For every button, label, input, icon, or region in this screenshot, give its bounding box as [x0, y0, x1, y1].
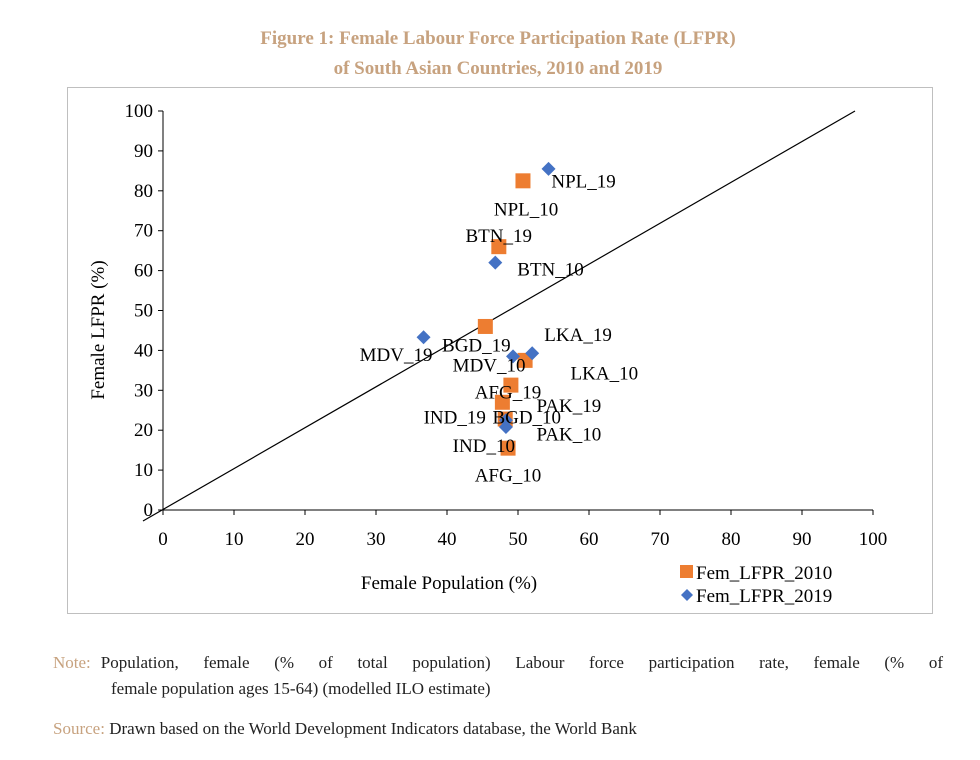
legend-label: Fem_LFPR_2019: [696, 586, 832, 607]
marker-2010-point: [494, 394, 510, 410]
note-text-line2: female population ages 15-64) (modelled …: [111, 679, 491, 698]
y-axis-title: Female LFPR (%): [88, 260, 109, 399]
marker-2019-point: [506, 349, 521, 364]
point-label: BTN_19: [465, 226, 531, 247]
point-label: MDV_10: [453, 356, 526, 377]
y-tick-label: 10: [134, 460, 153, 481]
point-label: IND_10: [453, 436, 515, 457]
y-tick-label: 80: [134, 181, 153, 202]
marker-2010-point: [500, 440, 516, 456]
point-label: LKA_19: [544, 325, 612, 346]
marker-2019-point: [498, 420, 513, 435]
point-label: AFG_19: [475, 383, 542, 404]
axes-layer: 0 10 20 30 40 50 60 70 80 90 100 0 10 20 30 40 50 60 70 80 9…: [88, 101, 887, 594]
y-tick-label: 20: [134, 420, 153, 441]
marker-2019-point: [525, 346, 540, 361]
y-tick-label: 70: [134, 221, 153, 242]
x-tick-label: 60: [580, 529, 599, 550]
chart-frame: [67, 87, 933, 614]
y-tick-label: 30: [134, 380, 153, 401]
x-tick-label: 30: [367, 529, 386, 550]
reference-line-45deg: [142, 110, 856, 522]
point-label: MDV_19: [360, 345, 433, 366]
note-label: Note:: [53, 653, 91, 672]
y-tick-label: 100: [125, 101, 154, 122]
marker-2010-point: [491, 239, 507, 255]
point-label: IND_19: [424, 407, 486, 428]
x-tick-label: 40: [438, 529, 457, 550]
marker-2010-point: [477, 318, 493, 334]
marker-layer: [416, 161, 556, 456]
x-axis-title: Female Population (%): [361, 573, 537, 594]
point-label: BGD_19: [442, 336, 511, 357]
x-tick-label: 70: [651, 529, 670, 550]
point-label: BGD_10: [492, 407, 561, 428]
legend-marker-2010: [680, 565, 693, 578]
point-label: PAK_10: [536, 425, 601, 446]
figure-title: Figure 1: Female Labour Force Participat…: [0, 24, 980, 84]
note-text-line1: Population, female (% of total populatio…: [100, 653, 943, 672]
figure-title-line1: Figure 1: Female Labour Force Participat…: [260, 28, 736, 49]
note-block: Note: Population, female (% of total pop…: [53, 650, 943, 702]
x-tick-label: 80: [722, 529, 741, 550]
point-label: AFG_10: [475, 466, 542, 487]
y-tick-label: 90: [134, 141, 153, 162]
x-tick-label: 90: [793, 529, 812, 550]
y-tick-label: 40: [134, 340, 153, 361]
marker-2019-point: [488, 255, 503, 270]
y-tick-label: 60: [134, 261, 153, 282]
source-block: Source: Drawn based on the World Develop…: [53, 716, 943, 742]
point-label: NPL_19: [551, 172, 615, 193]
x-tick-label: 50: [509, 529, 528, 550]
y-tick-label: 0: [144, 500, 154, 521]
marker-2019-point: [416, 330, 431, 345]
x-tick-label: 0: [158, 529, 168, 550]
figure-title-line2: of South Asian Countries, 2010 and 2019: [333, 58, 663, 79]
marker-2019-point: [541, 161, 556, 176]
source-text: Drawn based on the World Development Ind…: [109, 719, 637, 738]
point-label: PAK_19: [536, 396, 601, 417]
x-tick-label: 20: [296, 529, 315, 550]
note-line1: Note: Population, female (% of total pop…: [53, 650, 943, 676]
annotation-layer: NPL_19NPL_10BTN_19BTN_10LKA_19BGD_19MDV_…: [360, 172, 638, 487]
marker-2010-point: [515, 173, 531, 189]
y-tick-label: 50: [134, 301, 153, 322]
reference-line-layer: [142, 110, 856, 522]
scatter-chart: 0 10 20 30 40 50 60 70 80 90 100 0 10 20 30 40 50 60 70 80 9…: [88, 101, 887, 607]
source-label: Source:: [53, 719, 105, 738]
x-tick-label: 10: [225, 529, 244, 550]
marker-2010-point: [503, 377, 519, 393]
point-label: LKA_10: [571, 364, 639, 385]
legend-label: Fem_LFPR_2010: [696, 563, 832, 584]
point-label: BTN_10: [517, 259, 584, 280]
point-label: NPL_10: [494, 200, 558, 221]
x-tick-label: 100: [859, 529, 888, 550]
legend-marker-2019: [681, 589, 693, 601]
